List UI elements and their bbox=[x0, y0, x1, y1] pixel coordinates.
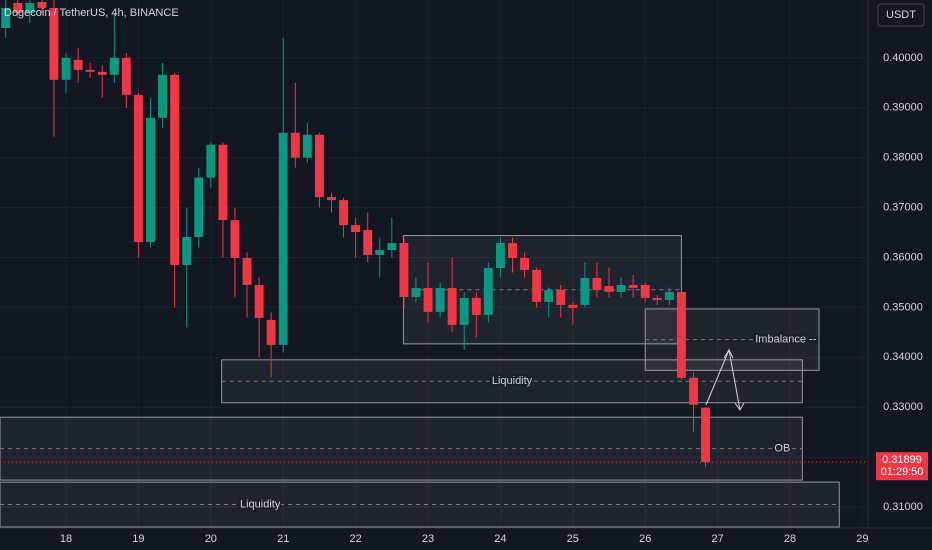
candle-body bbox=[97, 71, 107, 75]
candle-body bbox=[640, 284, 650, 298]
candle-body bbox=[676, 291, 686, 378]
candle-body bbox=[278, 132, 288, 345]
candle-body bbox=[13, 2, 23, 13]
x-tick-label: 24 bbox=[494, 533, 506, 545]
candle-body bbox=[664, 291, 674, 300]
candle-body bbox=[302, 134, 312, 158]
y-tick-label: 0.38000 bbox=[883, 152, 923, 164]
zone-label: Liquidity bbox=[240, 498, 281, 510]
candle-body bbox=[447, 287, 457, 325]
candle-body bbox=[194, 177, 204, 238]
x-tick-label: 19 bbox=[132, 533, 144, 545]
x-tick-label: 21 bbox=[277, 533, 289, 545]
plot bbox=[0, 0, 868, 528]
candle-body bbox=[121, 57, 131, 95]
candle-body bbox=[387, 243, 397, 251]
candle-body bbox=[483, 267, 493, 315]
candle-body bbox=[604, 285, 614, 292]
x-tick-label: 18 bbox=[60, 533, 72, 545]
candle-body bbox=[689, 377, 698, 405]
candle-body bbox=[363, 230, 373, 256]
candle-body bbox=[459, 297, 469, 325]
candle-body bbox=[423, 287, 433, 312]
x-tick-label: 28 bbox=[784, 533, 796, 545]
candle-body bbox=[399, 243, 409, 297]
candle-body bbox=[218, 144, 228, 221]
x-tick-label: 29 bbox=[856, 533, 868, 545]
y-tick-label: 0.33000 bbox=[883, 401, 923, 413]
y-tick-label: 0.35000 bbox=[883, 301, 923, 313]
candle-body bbox=[520, 258, 529, 270]
candle-body bbox=[290, 132, 300, 158]
x-tick-label: 23 bbox=[422, 533, 434, 545]
y-tick-label: 0.40000 bbox=[883, 52, 923, 64]
x-tick-label: 25 bbox=[567, 533, 579, 545]
candle-body bbox=[85, 69, 95, 72]
candle-body bbox=[37, 1, 47, 8]
candle-body bbox=[327, 197, 336, 201]
zone-label: Imbalance -- bbox=[755, 334, 816, 346]
currency[interactable]: USDT bbox=[886, 9, 916, 21]
x-tick-label: 26 bbox=[639, 533, 651, 545]
candle-body bbox=[616, 284, 626, 292]
candle-body bbox=[532, 269, 542, 302]
y-tick-label: 0.34000 bbox=[883, 351, 923, 363]
arrow-head bbox=[723, 348, 745, 411]
candle-body bbox=[266, 319, 276, 345]
candle-body bbox=[25, 2, 35, 13]
countdown: 01:29:50 bbox=[881, 466, 924, 478]
candle-body bbox=[351, 225, 361, 233]
candle-body bbox=[339, 200, 348, 226]
candle-body bbox=[508, 243, 517, 259]
candle-body bbox=[49, 7, 59, 80]
candle-body bbox=[61, 57, 71, 80]
candle-body bbox=[411, 287, 421, 297]
candle-body bbox=[230, 220, 240, 259]
candle-body bbox=[242, 258, 252, 285]
candle-body bbox=[170, 74, 180, 265]
x-tick-label: 22 bbox=[350, 533, 362, 545]
y-tick-label: 0.39000 bbox=[883, 102, 923, 114]
y-tick-label: 0.37000 bbox=[883, 202, 923, 214]
candle-body bbox=[495, 243, 505, 268]
x-tick-label: 20 bbox=[205, 533, 217, 545]
y-tick-label: 0.36000 bbox=[883, 251, 923, 263]
zone-label: Liquidity bbox=[492, 375, 533, 387]
candle-body bbox=[471, 297, 481, 315]
chart-title: Dogecoin / TetherUS, 4h, BINANCE bbox=[4, 7, 179, 19]
candle-body bbox=[556, 289, 566, 305]
zone-label: OB bbox=[774, 443, 790, 455]
candle-body bbox=[182, 237, 192, 265]
candle-body bbox=[158, 74, 167, 118]
candle-body bbox=[254, 284, 264, 318]
last-price-box bbox=[876, 452, 928, 481]
candle-body bbox=[109, 57, 119, 75]
x-tick-label: 27 bbox=[712, 533, 724, 545]
currency-button[interactable] bbox=[877, 3, 925, 27]
candle-body bbox=[435, 287, 445, 312]
candle-body bbox=[1, 7, 11, 28]
candle-body bbox=[146, 117, 155, 243]
candle-body bbox=[133, 94, 143, 243]
candle-body bbox=[73, 59, 83, 70]
candle-body bbox=[568, 304, 578, 308]
candle-body bbox=[652, 297, 662, 300]
candle-body bbox=[206, 144, 216, 178]
candle-body bbox=[375, 250, 385, 256]
candle-body bbox=[314, 134, 324, 198]
candle-body bbox=[580, 277, 590, 305]
last-price-label: 0.31899 bbox=[882, 454, 922, 466]
candle-body bbox=[628, 284, 638, 288]
candle-body bbox=[544, 289, 554, 302]
y-tick-label: 0.31000 bbox=[883, 501, 923, 513]
candle-body bbox=[592, 277, 602, 290]
candle-body bbox=[701, 407, 710, 463]
